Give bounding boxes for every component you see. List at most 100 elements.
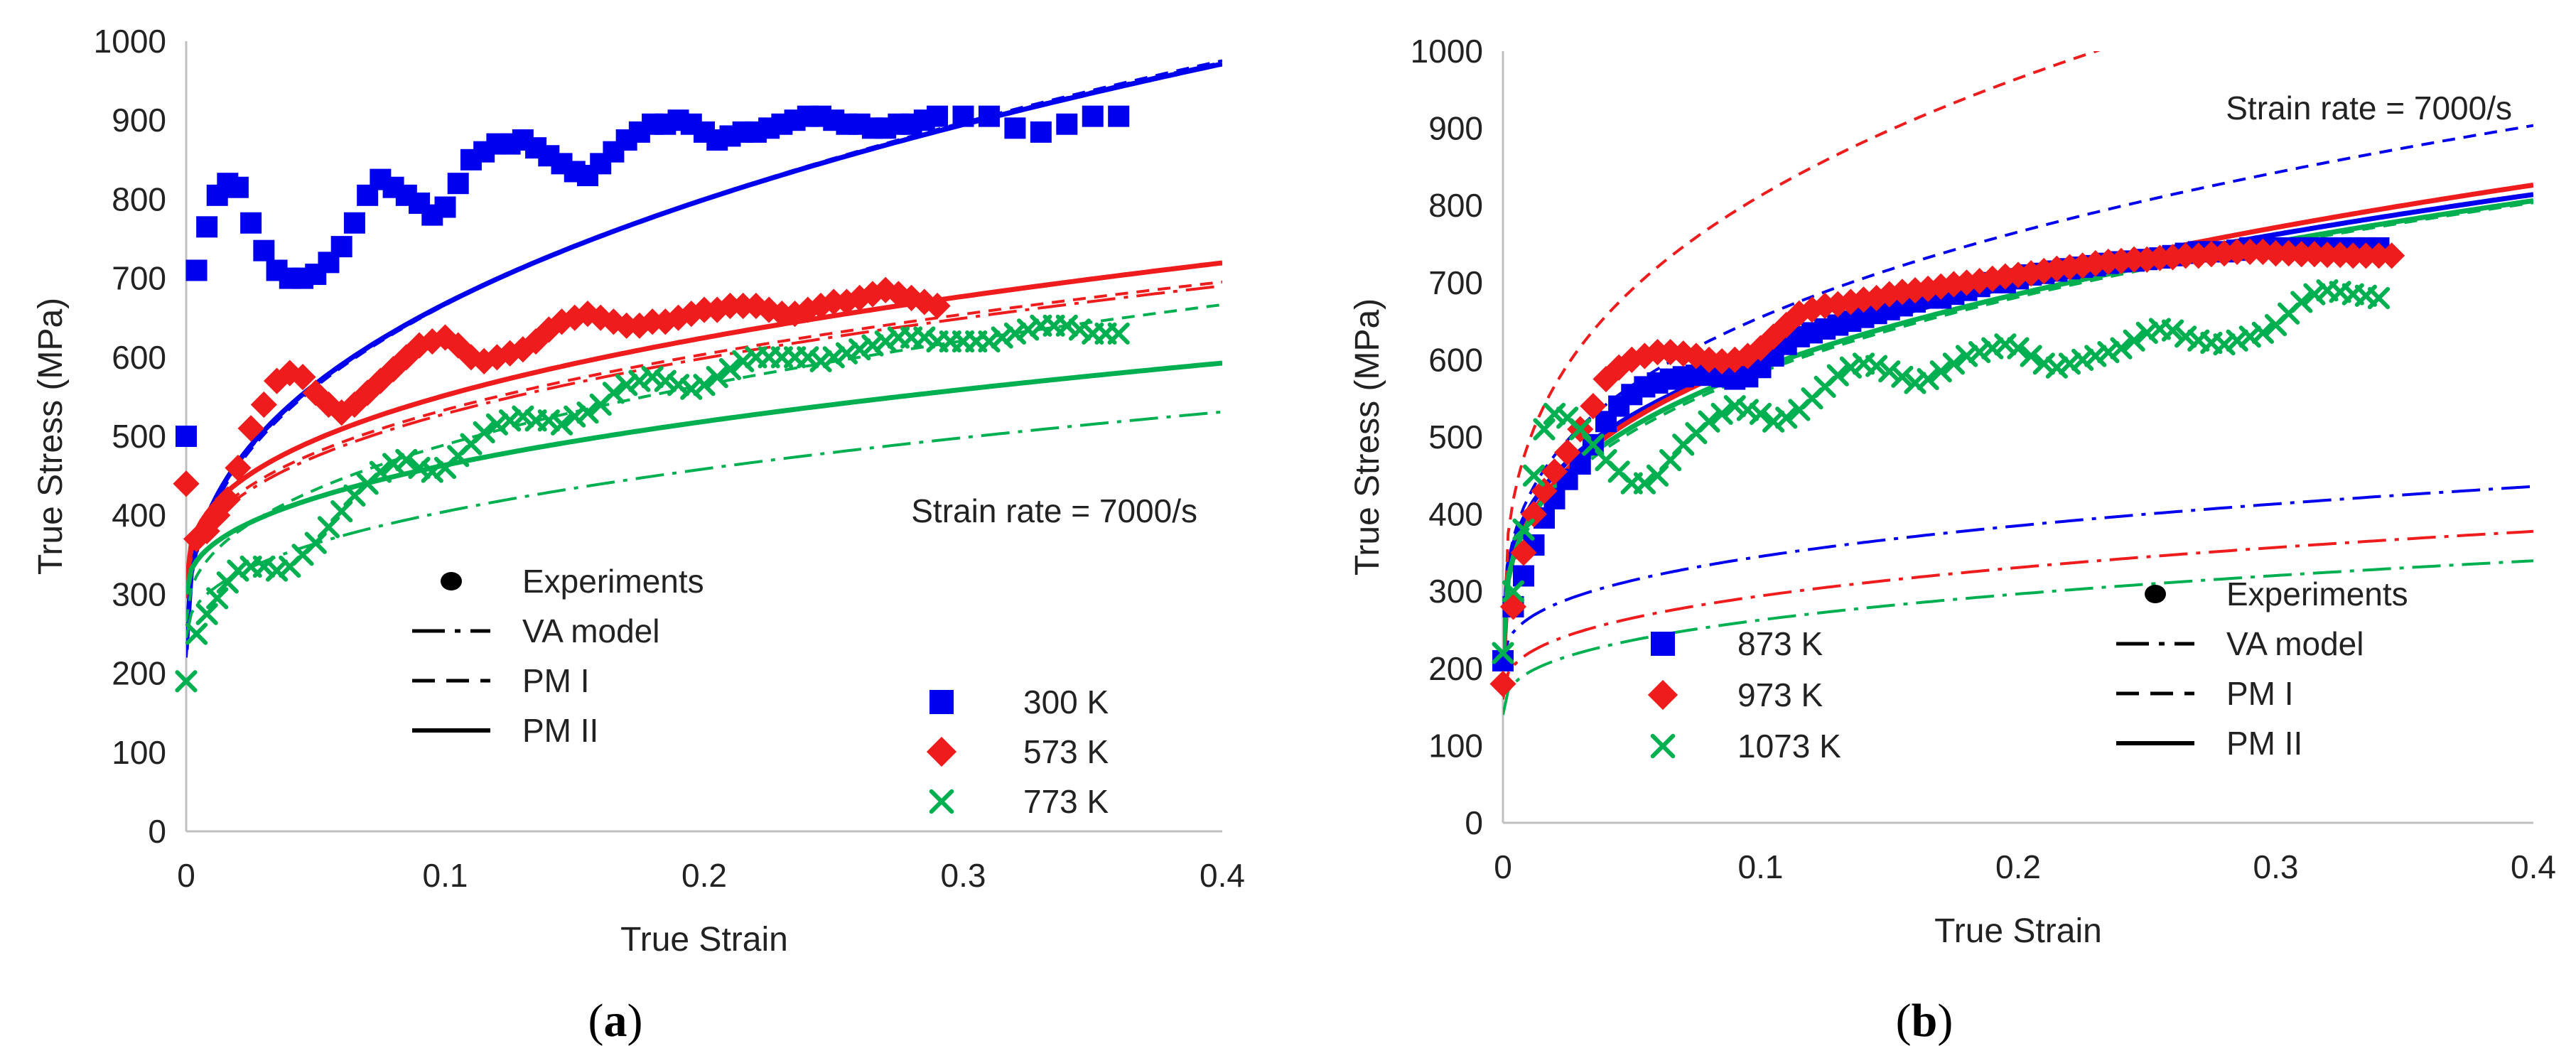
data-point — [1502, 580, 1525, 603]
model-legend: Experiments VA model PM I PM II — [2116, 576, 2408, 762]
data-point — [196, 216, 218, 238]
chart-panel-b: 0 100 200 300 400 500 600 700 800 900 1000 0 0.1 0.2 0… — [1349, 33, 2556, 1047]
data-point — [289, 364, 316, 391]
x-tick-label: 0.3 — [2253, 848, 2299, 885]
y-tick-label: 800 — [1428, 187, 1483, 224]
data-point — [781, 301, 809, 328]
curve-pm2-1073k — [1503, 198, 2533, 657]
data-point — [1914, 275, 1941, 303]
data-point — [885, 281, 912, 308]
data-point — [2082, 250, 2109, 277]
data-point — [1512, 518, 1535, 541]
data-point — [195, 603, 218, 625]
y-tick-label: 1000 — [1411, 33, 1483, 70]
data-point — [2211, 239, 2238, 267]
experiment-points-773k — [175, 314, 1130, 693]
y-tick-label: 900 — [1428, 110, 1483, 147]
data-point — [1657, 338, 1684, 366]
data-point — [193, 517, 220, 545]
panel-label-open: ( — [588, 995, 604, 1047]
data-point — [470, 347, 497, 374]
data-point — [341, 391, 368, 419]
data-point — [1554, 439, 1581, 466]
series-legend: 300 K 573 K 773 K — [926, 684, 1109, 820]
curve-pm1-1073k — [1503, 201, 2533, 665]
experiment-points-1073k — [1492, 279, 2391, 664]
data-point — [1531, 477, 1558, 504]
data-point — [2290, 291, 2313, 313]
data-point — [1030, 121, 1052, 143]
data-point — [1108, 105, 1130, 127]
data-point — [2249, 238, 2276, 265]
data-point — [1721, 346, 1748, 373]
data-point — [1631, 342, 1658, 369]
data-point — [1683, 342, 1710, 369]
data-point — [952, 105, 974, 127]
curve-va-973k — [1503, 529, 2533, 700]
legend-series-label: 873 K — [1737, 625, 1823, 662]
y-tick-label: 300 — [1428, 573, 1483, 610]
data-point — [395, 448, 418, 471]
panel-label-close: ) — [627, 995, 643, 1047]
data-point — [576, 401, 599, 424]
data-point — [1541, 458, 1568, 485]
data-point — [602, 382, 625, 404]
y-tick-label: 500 — [1428, 419, 1483, 455]
data-point — [206, 587, 229, 610]
legend-marker-x — [929, 789, 954, 814]
data-point — [664, 304, 692, 331]
data-point — [755, 296, 782, 323]
series-legend: 873 K 973 K 1073 K — [1647, 625, 1841, 765]
legend-label: VA model — [2226, 625, 2364, 662]
data-point — [1533, 418, 1556, 441]
data-point — [1082, 105, 1104, 127]
panel-label-letter: a — [604, 995, 627, 1047]
data-point — [354, 379, 381, 406]
data-point — [173, 470, 200, 497]
y-tick-label: 200 — [1428, 650, 1483, 687]
data-point — [2159, 244, 2187, 271]
data-point — [214, 486, 241, 513]
data-point — [1056, 113, 1078, 135]
data-point — [276, 360, 303, 387]
data-point — [1891, 365, 1914, 388]
data-point — [600, 308, 627, 335]
data-point — [369, 460, 392, 483]
data-point — [561, 304, 588, 331]
model-legend: Experiments VA model PM I PM II — [412, 563, 704, 749]
data-point — [1734, 342, 1761, 369]
y-tick-label: 400 — [1428, 496, 1483, 533]
data-point — [185, 622, 208, 645]
data-point — [1929, 360, 1952, 383]
data-point — [2030, 257, 2057, 285]
y-tick-label: 800 — [112, 180, 166, 217]
data-point — [1876, 281, 1903, 308]
data-point — [185, 259, 208, 281]
y-axis-title: True Stress (MPa) — [32, 298, 70, 575]
data-point — [1927, 273, 1954, 300]
legend-marker-diamond — [1647, 679, 1678, 711]
curve-pm2-773k — [186, 360, 1222, 595]
data-point — [1710, 402, 1733, 426]
x-axis-title: True Strain — [620, 921, 788, 959]
legend-label: Experiments — [522, 563, 704, 600]
x-tick-label: 0.1 — [423, 857, 468, 894]
data-point — [240, 212, 262, 234]
legend-marker-square — [1651, 632, 1675, 656]
data-point — [678, 301, 705, 328]
data-point — [846, 284, 873, 311]
y-tick-label: 600 — [112, 339, 166, 376]
x-tick-label: 0.4 — [2511, 848, 2556, 885]
data-point — [1773, 311, 1800, 339]
data-point — [2367, 286, 2391, 310]
y-tick-label: 500 — [112, 418, 166, 455]
y-axis-title: True Stress (MPa) — [1349, 298, 1386, 576]
panel-label-open: ( — [1896, 995, 1912, 1047]
data-point — [1618, 346, 1645, 373]
x-tick-label: 0.2 — [681, 857, 727, 894]
y-tick-label: 100 — [112, 734, 166, 771]
data-point — [2185, 242, 2212, 269]
data-point — [574, 301, 601, 328]
data-point — [1510, 539, 1537, 566]
data-point — [227, 176, 249, 198]
